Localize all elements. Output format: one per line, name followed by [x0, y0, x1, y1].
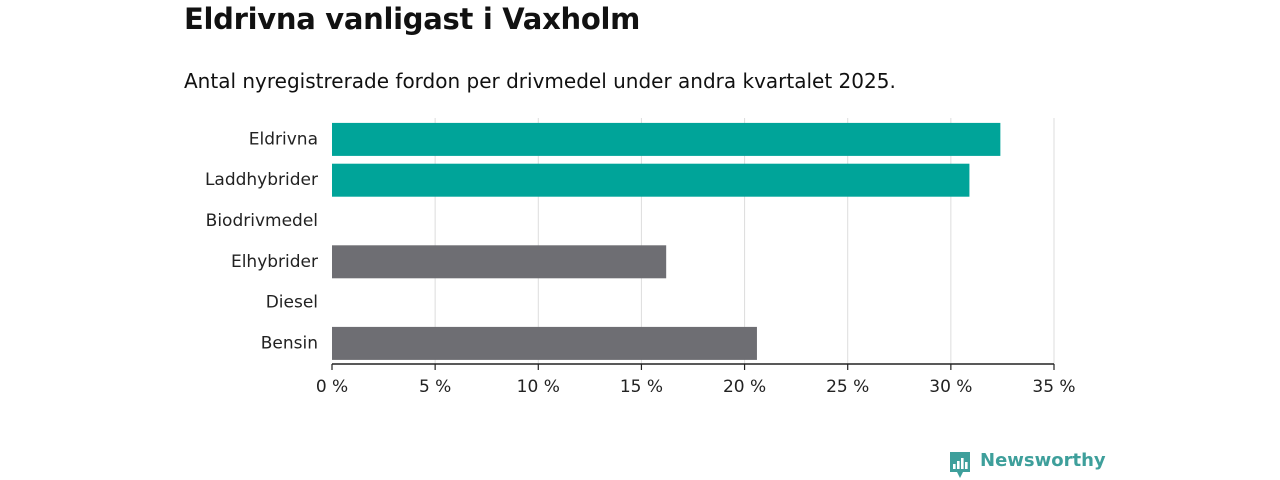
chart-subtitle: Antal nyregistrerade fordon per drivmede… — [184, 69, 896, 93]
x-tick-label: 30 % — [929, 377, 972, 397]
bar-chart-icon — [950, 452, 970, 478]
brand-name: Newsworthy — [980, 450, 1106, 471]
chart-title: Eldrivna vanligast i Vaxholm — [184, 2, 641, 36]
x-tick-label: 5 % — [419, 377, 451, 397]
category-label: Bensin — [261, 333, 318, 353]
x-tick-label: 25 % — [826, 377, 869, 397]
x-tick-label: 15 % — [620, 377, 663, 397]
x-tick-label: 35 % — [1032, 377, 1075, 397]
category-label: Diesel — [266, 293, 318, 313]
x-tick-label: 20 % — [723, 377, 766, 397]
bar-elhybrider — [332, 245, 667, 279]
category-label: Laddhybrider — [205, 170, 318, 190]
category-label: Biodrivmedel — [206, 211, 318, 231]
x-tick-label: 0 % — [316, 377, 348, 397]
bar-chart: Eldrivna Laddhybrider Biodrivmedel Elhybrid… — [205, 118, 1076, 397]
bar-eldrivna — [332, 122, 1001, 156]
newsworthy-logo[interactable]: Newsworthy — [948, 450, 1106, 480]
bar-bensin — [332, 326, 757, 360]
x-tick-label: 10 % — [517, 377, 560, 397]
category-label: Eldrivna — [249, 129, 318, 149]
bar-laddhybrider — [332, 163, 970, 197]
category-label: Elhybrider — [231, 252, 318, 272]
